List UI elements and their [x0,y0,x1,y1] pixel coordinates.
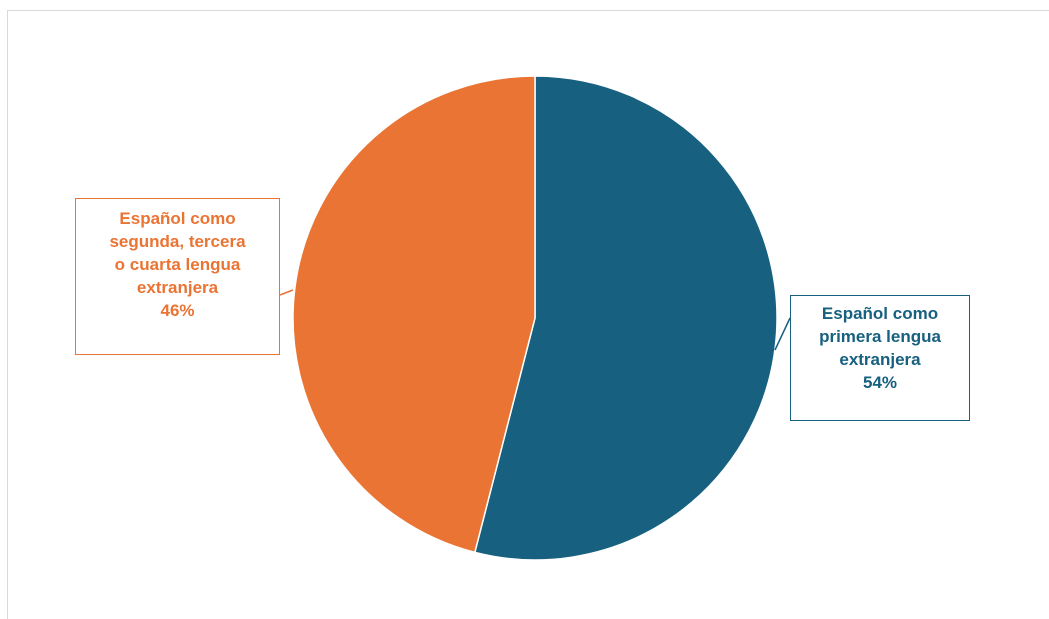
data-label-primera-line-3: extranjera [839,350,921,369]
leader-line-primera [774,317,791,351]
pie-slices [292,75,778,561]
data-label-segunda: Español como segunda, tercera o cuarta l… [75,198,280,355]
pie-slice-segunda [292,75,536,554]
leader-line-segunda [279,289,294,296]
data-label-segunda-line-3: o cuarta lengua [114,255,241,274]
data-label-primera-percent: 54% [862,373,898,392]
callout-leaders [279,289,791,351]
data-label-segunda-line-4: extranjera [136,278,219,297]
data-label-segunda-percent: 46% [160,301,195,320]
chart-area [7,10,1049,619]
data-label-primera: Español como primera lengua extranjera 5… [790,295,970,421]
data-label-segunda-line-2: segunda, tercera [109,232,246,251]
data-label-segunda-line-1: Español como [119,209,236,228]
data-label-primera-line-1: Español como [821,304,939,323]
data-label-primera-line-2: primera lengua [819,327,941,346]
